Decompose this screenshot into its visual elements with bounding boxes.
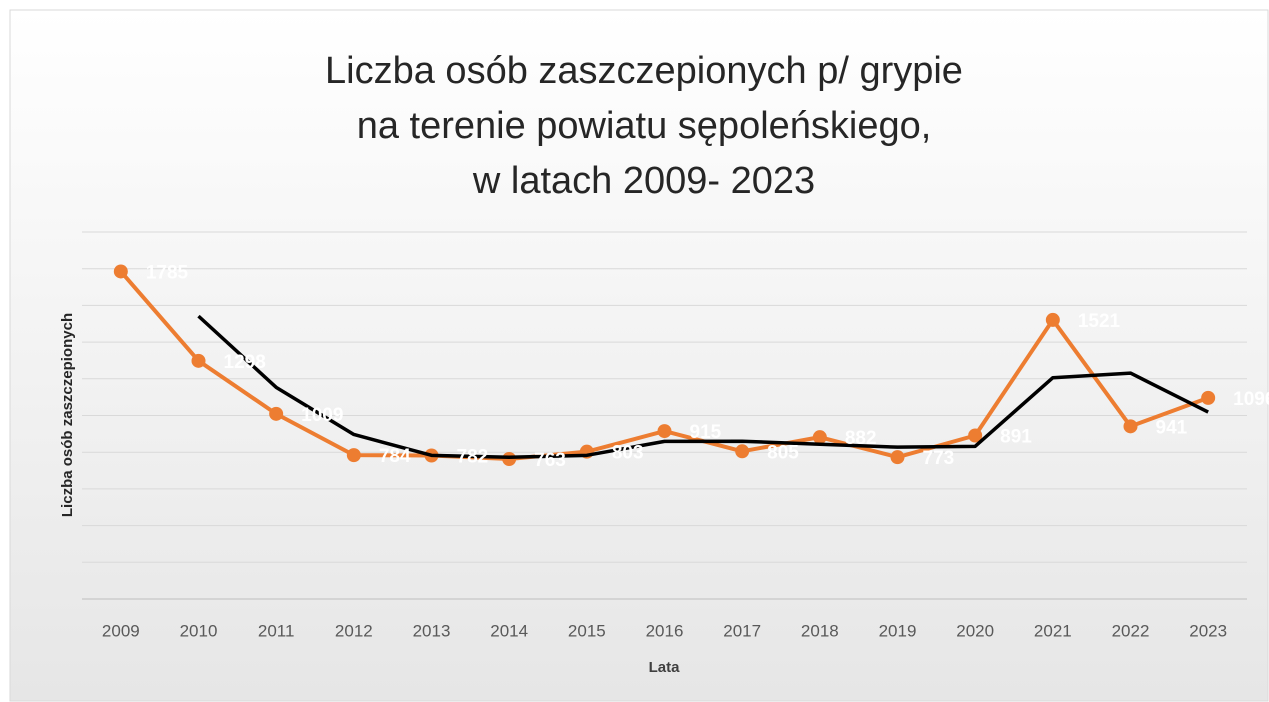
x-tick-label: 2017 (723, 621, 761, 640)
data-label: 915 (690, 422, 722, 443)
x-tick-label: 2015 (568, 621, 606, 640)
x-tick-label: 2010 (180, 621, 218, 640)
data-point (269, 406, 284, 421)
data-point (735, 444, 750, 459)
data-point (657, 424, 672, 439)
data-point (113, 264, 128, 279)
x-tick-label: 2021 (1034, 621, 1072, 640)
data-label: 1521 (1078, 311, 1121, 332)
x-tick-label: 2016 (646, 621, 684, 640)
data-point (890, 450, 905, 465)
data-point (1123, 419, 1138, 434)
data-label: 1009 (301, 405, 343, 426)
x-tick-label: 2014 (490, 621, 528, 640)
data-label: 805 (767, 442, 799, 463)
data-label: 782 (457, 447, 489, 468)
data-point (1045, 312, 1060, 327)
data-label: 763 (534, 450, 566, 471)
data-point (968, 428, 983, 443)
y-axis-label: Liczba osób zaszczepionych (59, 313, 76, 517)
chart-background (9, 9, 1269, 702)
data-point (1201, 390, 1216, 405)
x-tick-label: 2012 (335, 621, 373, 640)
x-tick-label: 2019 (879, 621, 917, 640)
chart-title: na terenie powiatu sępoleńskiego, (357, 105, 932, 147)
data-point (191, 353, 206, 368)
data-label: 784 (379, 446, 411, 467)
data-label: 941 (1156, 417, 1188, 438)
data-label: 882 (845, 428, 877, 449)
x-tick-label: 2020 (956, 621, 994, 640)
x-tick-label: 2018 (801, 621, 839, 640)
chart-title: w latach 2009- 2023 (472, 160, 815, 202)
x-tick-label: 2023 (1189, 621, 1227, 640)
x-tick-label: 2022 (1112, 621, 1150, 640)
x-tick-label: 2009 (102, 621, 140, 640)
data-label: 803 (612, 443, 644, 464)
data-point (346, 448, 361, 463)
x-axis-label: Lata (649, 659, 681, 676)
data-label: 1096 (1233, 389, 1269, 410)
x-tick-label: 2011 (258, 621, 295, 640)
trend-line (197, 314, 1209, 459)
data-label: 1785 (146, 262, 189, 283)
data-point (812, 430, 827, 445)
data-label: 773 (923, 448, 955, 469)
x-tick-label: 2013 (413, 621, 451, 640)
chart-title: Liczba osób zaszczepionych p/ grypie (325, 50, 963, 92)
data-label: 1298 (224, 352, 266, 373)
data-label: 891 (1000, 427, 1032, 448)
